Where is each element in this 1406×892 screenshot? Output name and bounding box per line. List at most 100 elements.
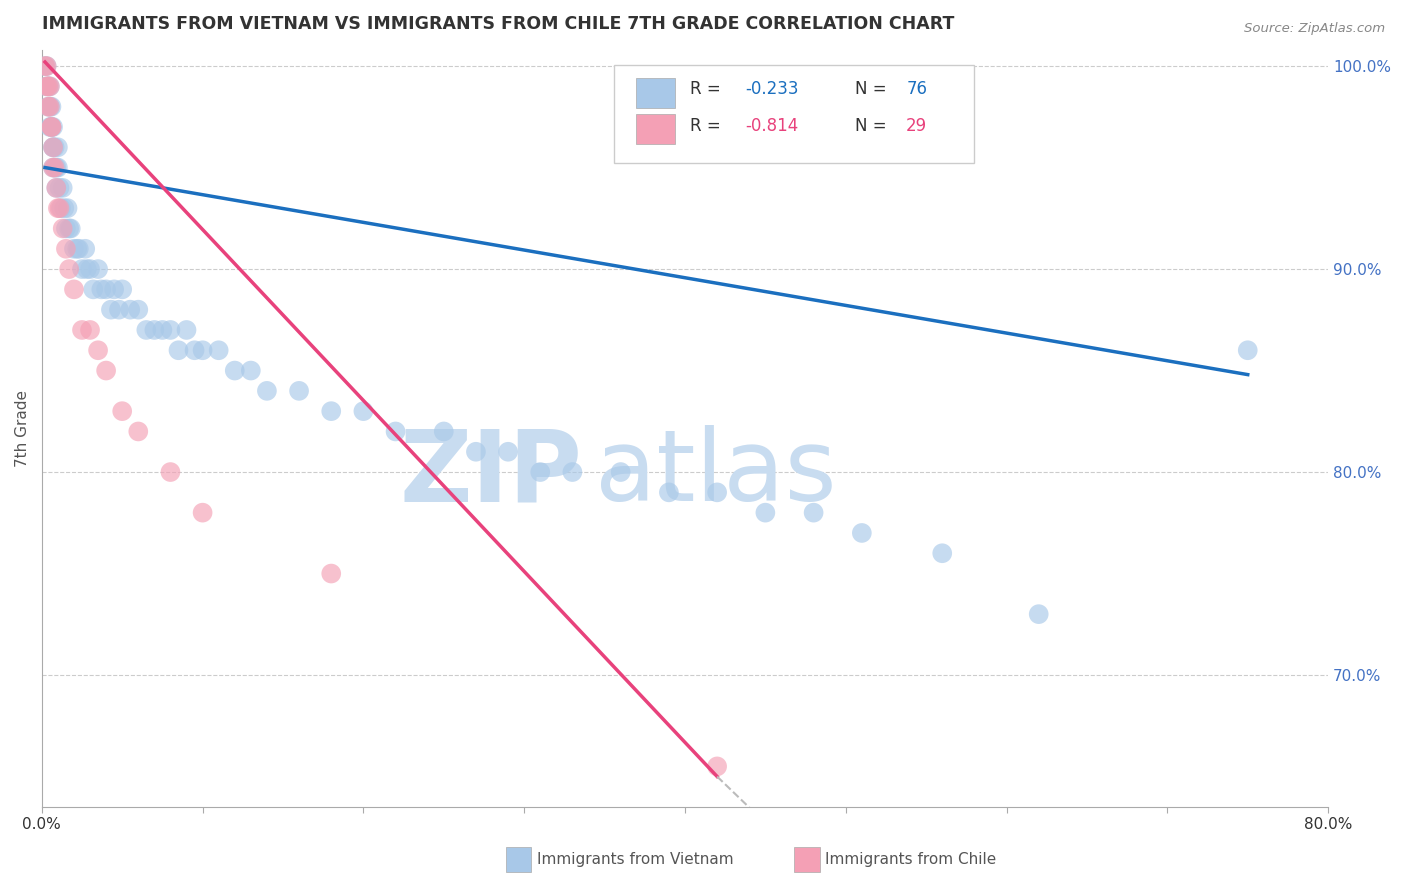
Point	[56, 201, 79, 215]
Point	[159, 323, 181, 337]
Point	[384, 425, 406, 439]
Point	[135, 323, 157, 337]
Point	[561, 465, 583, 479]
Text: ZIP: ZIP	[399, 425, 582, 523]
Point	[167, 343, 190, 358]
Point	[224, 363, 246, 377]
Point	[76, 262, 98, 277]
Point	[433, 425, 456, 439]
Point	[108, 302, 131, 317]
Point	[79, 262, 101, 277]
Point	[465, 444, 488, 458]
Point	[352, 404, 374, 418]
Point	[52, 221, 75, 235]
Point	[70, 262, 93, 277]
Point	[34, 59, 56, 73]
Point	[127, 425, 149, 439]
Point	[94, 363, 117, 377]
Point	[46, 140, 69, 154]
Bar	[636, 114, 675, 145]
Point	[256, 384, 278, 398]
Point	[931, 546, 953, 560]
Point	[55, 242, 77, 256]
Point	[609, 465, 631, 479]
Point	[34, 59, 56, 73]
Point	[38, 100, 60, 114]
Point	[152, 323, 174, 337]
Point	[111, 282, 134, 296]
Point	[38, 120, 60, 134]
Point	[44, 161, 66, 175]
Text: Immigrants from Vietnam: Immigrants from Vietnam	[537, 853, 734, 867]
Point	[208, 343, 231, 358]
Point	[46, 201, 69, 215]
Point	[90, 282, 112, 296]
Point	[183, 343, 205, 358]
Point	[706, 759, 728, 773]
Text: Source: ZipAtlas.com: Source: ZipAtlas.com	[1244, 22, 1385, 36]
Point	[67, 242, 90, 256]
Point	[321, 566, 343, 581]
Point	[37, 79, 59, 94]
Point	[55, 221, 77, 235]
Point	[94, 282, 117, 296]
Point	[239, 363, 262, 377]
Point	[706, 485, 728, 500]
Point	[35, 59, 58, 73]
Point	[38, 100, 60, 114]
Point	[754, 506, 776, 520]
Text: R =: R =	[690, 80, 725, 98]
Text: atlas: atlas	[595, 425, 837, 523]
Point	[42, 161, 65, 175]
Point	[45, 181, 67, 195]
Point	[35, 79, 58, 94]
Point	[41, 120, 63, 134]
Point	[42, 140, 65, 154]
Point	[87, 343, 110, 358]
Point	[49, 201, 72, 215]
Point	[53, 201, 76, 215]
Point	[79, 323, 101, 337]
Text: R =: R =	[690, 117, 725, 135]
Point	[38, 79, 60, 94]
Point	[496, 444, 519, 458]
Point	[58, 262, 80, 277]
Point	[45, 181, 67, 195]
Point	[48, 201, 70, 215]
Point	[41, 120, 63, 134]
Point	[37, 100, 59, 114]
Point	[127, 302, 149, 317]
Point	[63, 282, 86, 296]
Point	[191, 343, 214, 358]
Point	[42, 140, 65, 154]
Point	[63, 242, 86, 256]
Point	[66, 242, 89, 256]
Point	[82, 282, 104, 296]
Point	[658, 485, 681, 500]
Text: Immigrants from Chile: Immigrants from Chile	[825, 853, 997, 867]
Point	[37, 100, 59, 114]
Point	[851, 525, 873, 540]
Point	[529, 465, 551, 479]
Point	[70, 323, 93, 337]
Point	[75, 242, 97, 256]
Text: -0.233: -0.233	[745, 80, 799, 98]
Point	[100, 302, 122, 317]
Point	[41, 120, 63, 134]
Point	[42, 140, 65, 154]
Point	[48, 181, 70, 195]
Point	[42, 120, 65, 134]
Point	[1236, 343, 1258, 358]
FancyBboxPatch shape	[614, 65, 974, 163]
Text: N =: N =	[855, 117, 891, 135]
Point	[42, 161, 65, 175]
Point	[59, 221, 82, 235]
Text: -0.814: -0.814	[745, 117, 799, 135]
Point	[321, 404, 343, 418]
Point	[41, 100, 63, 114]
Point	[45, 161, 67, 175]
Point	[1028, 607, 1050, 622]
Point	[38, 79, 60, 94]
Text: IMMIGRANTS FROM VIETNAM VS IMMIGRANTS FROM CHILE 7TH GRADE CORRELATION CHART: IMMIGRANTS FROM VIETNAM VS IMMIGRANTS FR…	[42, 15, 955, 33]
Point	[35, 59, 58, 73]
